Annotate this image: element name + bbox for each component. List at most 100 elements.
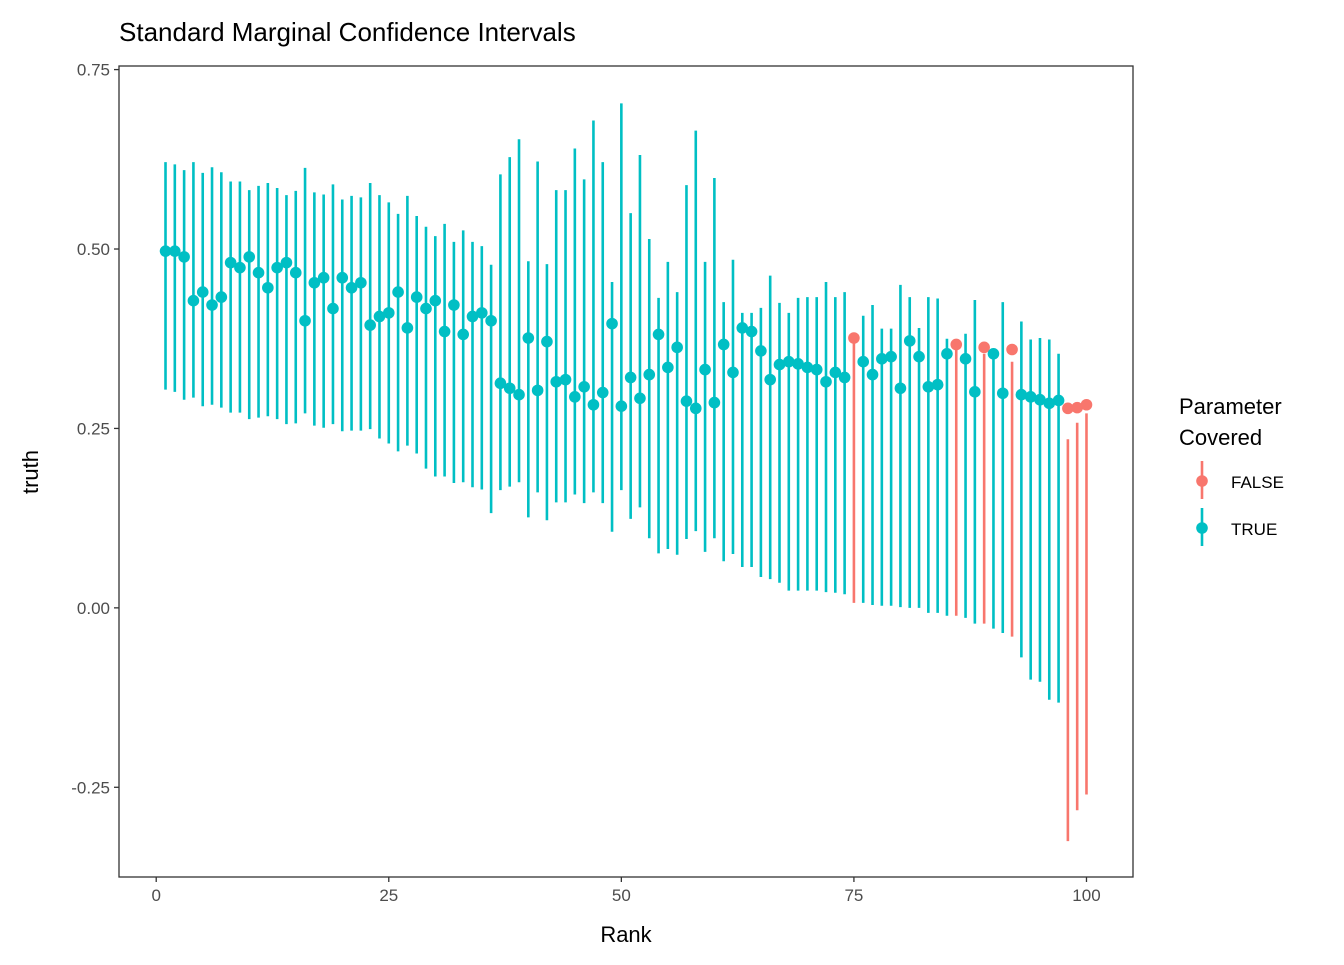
truth-point	[438, 325, 451, 338]
interval-40	[522, 261, 535, 518]
truth-point	[969, 386, 981, 398]
interval-43	[550, 190, 563, 503]
truth-point	[606, 317, 618, 330]
truth-point	[262, 281, 274, 294]
truth-point	[1006, 343, 1018, 356]
interval-81	[903, 297, 916, 608]
truth-point	[931, 378, 944, 391]
truth-point	[1052, 394, 1065, 407]
truth-point	[652, 328, 665, 341]
truth-point	[736, 322, 749, 334]
x-tick-label: 0	[151, 886, 160, 905]
interval-89	[978, 341, 990, 624]
legend: Parameter Covered FALSE TRUE	[1179, 394, 1284, 546]
truth-point	[522, 332, 535, 344]
truth-point	[1062, 402, 1074, 415]
interval-84	[931, 298, 944, 613]
interval-52	[634, 154, 646, 508]
truth-point	[364, 319, 376, 331]
truth-point	[234, 261, 246, 274]
truth-point	[243, 251, 256, 263]
interval-55	[662, 261, 674, 550]
interval-87	[959, 333, 972, 618]
truth-point	[457, 328, 470, 341]
interval-39	[513, 139, 525, 483]
truth-point	[476, 307, 488, 319]
y-tick-label: -0.25	[71, 778, 110, 797]
truth-point	[550, 375, 563, 388]
interval-13	[271, 188, 283, 420]
interval-18	[317, 194, 330, 428]
truth-point	[541, 335, 553, 348]
interval-30	[429, 236, 442, 477]
truth-point	[689, 402, 702, 415]
truth-point	[1043, 397, 1056, 410]
truth-point	[169, 245, 181, 257]
truth-point	[289, 266, 302, 279]
legend-label-true: TRUE	[1231, 520, 1277, 539]
interval-51	[624, 213, 637, 519]
truth-point	[373, 310, 386, 323]
truth-point	[466, 310, 479, 323]
truth-point	[494, 377, 507, 390]
interval-23	[364, 182, 376, 430]
interval-66	[764, 275, 776, 580]
interval-54	[652, 297, 665, 554]
interval-19	[327, 184, 339, 425]
interval-71	[810, 297, 823, 591]
interval-96	[1043, 339, 1056, 700]
truth-point	[1024, 391, 1037, 403]
interval-34	[466, 241, 479, 488]
truth-point	[206, 299, 218, 311]
y-axis-title: truth	[18, 450, 43, 494]
truth-point	[717, 338, 730, 351]
truth-point	[224, 256, 237, 269]
legend-key-false	[1196, 461, 1208, 499]
interval-25	[382, 202, 395, 444]
legend-key-true	[1196, 508, 1208, 546]
interval-100	[1080, 398, 1093, 795]
interval-88	[969, 299, 981, 624]
truth-point	[336, 271, 349, 284]
interval-62	[727, 259, 739, 555]
x-axis: 0 25 50 75 100	[151, 877, 1101, 905]
truth-point	[569, 391, 581, 403]
interval-24	[373, 195, 386, 439]
interval-74	[838, 292, 851, 595]
truth-point	[531, 384, 544, 397]
x-tick-label: 75	[844, 886, 863, 905]
y-tick-label: 0.50	[77, 240, 110, 259]
truth-point	[996, 387, 1009, 400]
x-tick-label: 100	[1072, 886, 1100, 905]
truth-point	[355, 276, 367, 289]
interval-57	[680, 185, 693, 539]
interval-97	[1052, 353, 1065, 703]
legend-key-point	[1196, 475, 1208, 487]
truth-point	[913, 350, 925, 363]
interval-72	[820, 282, 832, 593]
interval-58	[689, 130, 702, 532]
legend-label-false: FALSE	[1231, 473, 1284, 492]
interval-63	[736, 312, 749, 567]
truth-point	[280, 256, 293, 269]
truth-point	[662, 361, 674, 374]
interval-22	[355, 197, 367, 431]
interval-86	[950, 338, 963, 616]
truth-point	[308, 276, 321, 289]
truth-point	[624, 371, 637, 384]
truth-point	[615, 400, 628, 412]
truth-point	[634, 392, 646, 405]
truth-point	[838, 371, 851, 384]
interval-20	[336, 199, 349, 432]
plot-panel	[118, 65, 1134, 878]
interval-56	[671, 292, 683, 555]
truth-point	[503, 382, 516, 395]
truth-point	[848, 332, 860, 344]
interval-37	[494, 174, 507, 491]
interval-12	[262, 182, 274, 417]
interval-69	[792, 297, 804, 591]
truth-point	[271, 261, 283, 274]
interval-35	[476, 246, 488, 490]
interval-45	[569, 148, 581, 495]
truth-point	[187, 294, 200, 307]
